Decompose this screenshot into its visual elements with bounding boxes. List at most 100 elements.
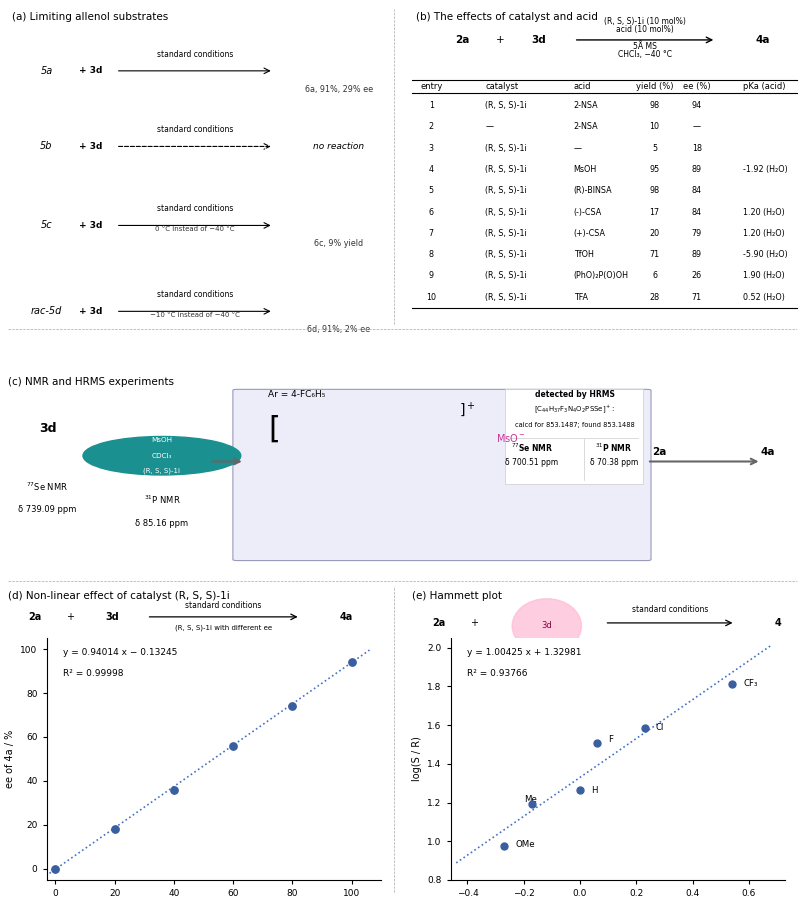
Text: 4a: 4a — [755, 35, 770, 45]
Text: 89: 89 — [691, 165, 702, 174]
Text: (R, S, S)-1i: (R, S, S)-1i — [485, 229, 527, 238]
Text: 1.20 (H₂O): 1.20 (H₂O) — [743, 229, 785, 238]
Text: (R, S, S)-1i: (R, S, S)-1i — [485, 143, 527, 152]
Text: ]$^+$: ]$^+$ — [460, 400, 476, 419]
Text: —: — — [693, 123, 701, 132]
Text: 4a: 4a — [761, 447, 775, 457]
Text: $^{77}$Se NMR: $^{77}$Se NMR — [27, 480, 68, 493]
Text: 2-NSA: 2-NSA — [574, 101, 598, 110]
Text: 5a: 5a — [40, 66, 52, 76]
Text: 18: 18 — [691, 143, 702, 152]
Text: 3d: 3d — [532, 35, 547, 45]
Text: [: [ — [268, 414, 280, 443]
Text: +: + — [66, 612, 73, 622]
Text: 2a: 2a — [432, 618, 446, 628]
Text: (R, S, S)-1i: (R, S, S)-1i — [485, 187, 527, 196]
Text: detected by HRMS: detected by HRMS — [535, 389, 614, 398]
Text: 98: 98 — [650, 187, 659, 196]
FancyBboxPatch shape — [505, 389, 643, 484]
Text: (R, S, S)-1i: (R, S, S)-1i — [485, 207, 527, 216]
Text: + 3d: + 3d — [79, 307, 102, 316]
Text: 1.20 (H₂O): 1.20 (H₂O) — [743, 207, 785, 216]
Text: CDCl₃: CDCl₃ — [151, 452, 172, 459]
Text: 2a: 2a — [28, 612, 42, 622]
Text: 8: 8 — [429, 250, 434, 259]
Text: 9: 9 — [429, 271, 434, 280]
Text: MsOH: MsOH — [151, 437, 172, 443]
Text: 1: 1 — [429, 101, 434, 110]
Text: 2: 2 — [429, 123, 434, 132]
Text: 71: 71 — [650, 250, 659, 259]
Text: 0.52 (H₂O): 0.52 (H₂O) — [743, 293, 785, 302]
Text: -1.92 (H₂O): -1.92 (H₂O) — [743, 165, 788, 174]
Text: (R, S, S)-1i (10 mol%): (R, S, S)-1i (10 mol%) — [604, 16, 686, 25]
Text: $^{31}$P NMR: $^{31}$P NMR — [143, 494, 180, 506]
Text: δ 85.16 ppm: δ 85.16 ppm — [135, 519, 188, 528]
Text: 6d, 91%, 2% ee: 6d, 91%, 2% ee — [308, 325, 370, 334]
Text: 2-NSA: 2-NSA — [574, 123, 598, 132]
Text: (-)-CSA: (-)-CSA — [574, 207, 602, 216]
Text: yield (%): yield (%) — [636, 82, 673, 91]
Circle shape — [83, 436, 241, 475]
Text: 28: 28 — [650, 293, 659, 302]
Text: 2a: 2a — [652, 447, 666, 457]
Text: 6: 6 — [652, 271, 657, 280]
Text: +: + — [497, 35, 505, 45]
Text: 0 °C instead of −40 °C: 0 °C instead of −40 °C — [155, 226, 234, 232]
Text: 84: 84 — [691, 207, 702, 216]
Text: δ 739.09 ppm: δ 739.09 ppm — [19, 505, 76, 514]
Text: 26: 26 — [691, 271, 702, 280]
Text: TFA: TFA — [574, 293, 588, 302]
Text: 10: 10 — [650, 123, 659, 132]
Text: CHCl₃, −40 °C: CHCl₃, −40 °C — [618, 50, 672, 59]
Text: $^{77}$Se NMR: $^{77}$Se NMR — [511, 441, 553, 454]
Text: rac-5d: rac-5d — [31, 306, 62, 316]
Text: +: + — [469, 618, 477, 628]
Text: 98: 98 — [650, 101, 659, 110]
Text: (+)-CSA: (+)-CSA — [574, 229, 605, 238]
Text: (a) Limiting allenol substrates: (a) Limiting allenol substrates — [12, 13, 168, 23]
Text: + 3d: + 3d — [79, 67, 102, 76]
Text: MsOH: MsOH — [574, 165, 597, 174]
Text: 95: 95 — [650, 165, 659, 174]
Text: (R, S, S)-1i with different ee: (R, S, S)-1i with different ee — [175, 624, 272, 631]
Text: 5: 5 — [652, 143, 657, 152]
Text: 4a: 4a — [340, 612, 353, 622]
Text: (R, S, S)-1i: (R, S, S)-1i — [485, 250, 527, 259]
Text: pKa (acid): pKa (acid) — [743, 82, 786, 91]
Text: (R, S, S)-1i: (R, S, S)-1i — [485, 293, 527, 302]
Text: catalyst: catalyst — [485, 82, 518, 91]
Text: 94: 94 — [691, 101, 702, 110]
Text: + 3d: + 3d — [79, 142, 102, 151]
Text: 2a: 2a — [455, 35, 469, 45]
Text: 89: 89 — [691, 250, 702, 259]
Text: 3: 3 — [429, 143, 434, 152]
Circle shape — [512, 599, 581, 653]
Text: 17: 17 — [650, 207, 659, 216]
Text: standard conditions: standard conditions — [156, 50, 233, 59]
Text: —: — — [574, 143, 582, 152]
Text: calcd for 853.1487; found 853.1488: calcd for 853.1487; found 853.1488 — [514, 422, 634, 428]
Text: + 3d: + 3d — [79, 221, 102, 230]
Text: 10: 10 — [427, 293, 436, 302]
Text: 4: 4 — [774, 618, 781, 628]
Text: MsO$^-$: MsO$^-$ — [496, 432, 525, 444]
Text: ee (%): ee (%) — [683, 82, 711, 91]
Text: standard conditions: standard conditions — [156, 125, 233, 134]
Text: 20: 20 — [650, 229, 659, 238]
Text: (R, S, S)-1i: (R, S, S)-1i — [143, 468, 180, 474]
Text: 6: 6 — [429, 207, 434, 216]
Text: δ 70.38 ppm: δ 70.38 ppm — [590, 458, 638, 467]
Text: standard conditions: standard conditions — [185, 601, 262, 610]
Text: entry: entry — [420, 82, 443, 91]
Text: (b) The effects of catalyst and acid: (b) The effects of catalyst and acid — [416, 13, 598, 23]
Text: 79: 79 — [691, 229, 702, 238]
Text: —: — — [485, 123, 493, 132]
Text: 5Å MS: 5Å MS — [633, 42, 657, 51]
Text: 3d: 3d — [542, 622, 552, 631]
Text: (e) Hammett plot: (e) Hammett plot — [412, 591, 502, 601]
Text: 3d: 3d — [39, 423, 56, 435]
Text: 6a, 91%, 29% ee: 6a, 91%, 29% ee — [305, 85, 373, 94]
Text: acid (10 mol%): acid (10 mol%) — [616, 25, 674, 34]
Text: 6c, 9% yield: 6c, 9% yield — [315, 239, 364, 248]
